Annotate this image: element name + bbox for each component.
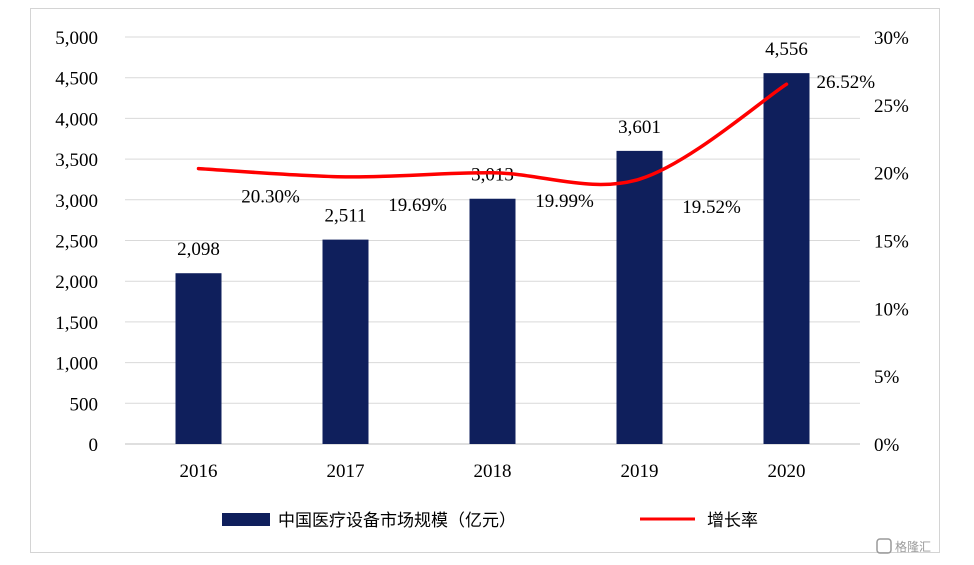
legend: 中国医疗设备市场规模（亿元） 增长率	[222, 511, 758, 531]
y-tick-label: 3,000	[55, 191, 98, 212]
y-tick-label: 1,000	[55, 354, 98, 375]
line-data-label: 19.99%	[535, 191, 594, 212]
x-tick-label: 2017	[327, 461, 365, 482]
bar-data-label: 2,511	[324, 206, 366, 227]
y2-tick-label: 30%	[874, 28, 909, 49]
x-tick-label: 2019	[621, 461, 659, 482]
y2-tick-label: 5%	[874, 367, 900, 388]
y2-tick-label: 25%	[874, 96, 909, 117]
legend-bar-label: 中国医疗设备市场规模（亿元）	[278, 511, 516, 531]
y2-tick-label: 20%	[874, 164, 909, 185]
line-data-label: 19.69%	[388, 195, 447, 216]
bar	[616, 150, 663, 444]
bar-data-label: 3,013	[471, 165, 514, 186]
growth-line	[196, 82, 789, 187]
bar-data-label: 2,098	[177, 239, 220, 260]
bar-data-label: 4,556	[765, 39, 808, 60]
line-data-labels: 20.30% 19.69% 19.99% 19.52% 26.52%	[241, 72, 875, 218]
bar	[322, 239, 369, 444]
bar	[175, 273, 222, 444]
y-tick-label: 2,000	[55, 272, 98, 293]
line-data-label: 20.30%	[241, 187, 300, 208]
x-tick-label: 2016	[180, 461, 218, 482]
y2-tick-label: 10%	[874, 299, 909, 320]
right-axis-ticks: 0% 5% 10% 15% 20% 25% 30%	[874, 28, 909, 456]
x-tick-label: 2020	[768, 461, 806, 482]
line-data-label: 19.52%	[682, 197, 741, 218]
gridlines	[125, 36, 860, 445]
x-axis-ticks: 2016 2017 2018 2019 2020	[180, 461, 806, 482]
bar-data-label: 3,601	[618, 117, 661, 138]
y-tick-label: 5,000	[55, 28, 98, 49]
chart-frame	[30, 8, 940, 553]
x-tick-label: 2018	[474, 461, 512, 482]
y-tick-label: 4,000	[55, 109, 98, 130]
y-tick-label: 4,500	[55, 69, 98, 90]
bar	[469, 198, 516, 444]
left-axis-ticks: 0 500 1,000 1,500 2,000 2,500 3,000 3,500 4,000 4…	[55, 28, 98, 456]
legend-line-label: 增长率	[707, 511, 758, 531]
watermark: 格隆汇	[876, 538, 931, 554]
y-tick-label: 3,500	[55, 150, 98, 171]
bar-series	[175, 73, 810, 444]
y-tick-label: 0	[89, 435, 99, 456]
bar	[763, 73, 810, 444]
y2-tick-label: 15%	[874, 232, 909, 253]
legend-bar-swatch	[222, 513, 270, 526]
y-tick-label: 500	[70, 394, 99, 415]
line-data-label: 26.52%	[817, 72, 876, 93]
y-tick-label: 1,500	[55, 313, 98, 334]
watermark-text: 格隆汇	[895, 539, 931, 554]
watermark-logo-icon	[876, 538, 892, 554]
growth-line-series	[196, 82, 789, 187]
y-tick-label: 2,500	[55, 232, 98, 253]
y2-tick-label: 0%	[874, 435, 900, 456]
bar-data-labels: 2,098 2,511 3,013 3,601 4,556	[177, 39, 808, 260]
